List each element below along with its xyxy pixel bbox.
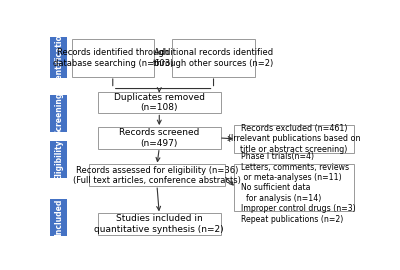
FancyBboxPatch shape bbox=[172, 39, 255, 77]
FancyBboxPatch shape bbox=[234, 164, 354, 211]
FancyBboxPatch shape bbox=[89, 164, 225, 186]
Text: Duplicates removed
(n=108): Duplicates removed (n=108) bbox=[114, 93, 205, 112]
Text: Phase I trials(n=4)
Letters, comments, reviews
 or meta-analyses (n=11)
No suffi: Phase I trials(n=4) Letters, comments, r… bbox=[241, 152, 355, 224]
FancyBboxPatch shape bbox=[50, 36, 67, 78]
FancyBboxPatch shape bbox=[72, 39, 154, 77]
Text: Eligibility: Eligibility bbox=[54, 139, 63, 180]
Text: Records assessed for eligibility (n=36)
(Full text articles, conference abstract: Records assessed for eligibility (n=36) … bbox=[73, 166, 241, 185]
Text: Studies included in
quantitative synthesis (n=2): Studies included in quantitative synthes… bbox=[94, 214, 224, 234]
Text: Included: Included bbox=[54, 199, 63, 236]
FancyBboxPatch shape bbox=[50, 140, 67, 178]
FancyBboxPatch shape bbox=[50, 95, 67, 132]
Text: Records identified through
database searching (n=603): Records identified through database sear… bbox=[52, 48, 173, 68]
Text: Records excluded (n=461)
(Irrelevant publications based on
title or abstract scr: Records excluded (n=461) (Irrelevant pub… bbox=[228, 124, 360, 154]
FancyBboxPatch shape bbox=[234, 125, 354, 153]
Text: Identification: Identification bbox=[54, 28, 63, 87]
FancyBboxPatch shape bbox=[50, 199, 67, 236]
Text: Records screened
(n=497): Records screened (n=497) bbox=[119, 128, 200, 148]
FancyBboxPatch shape bbox=[98, 92, 220, 113]
Text: Screening: Screening bbox=[54, 92, 63, 135]
FancyBboxPatch shape bbox=[98, 127, 220, 149]
FancyBboxPatch shape bbox=[98, 213, 220, 235]
Text: Additional records identified
through other sources (n=2): Additional records identified through ot… bbox=[154, 48, 274, 68]
